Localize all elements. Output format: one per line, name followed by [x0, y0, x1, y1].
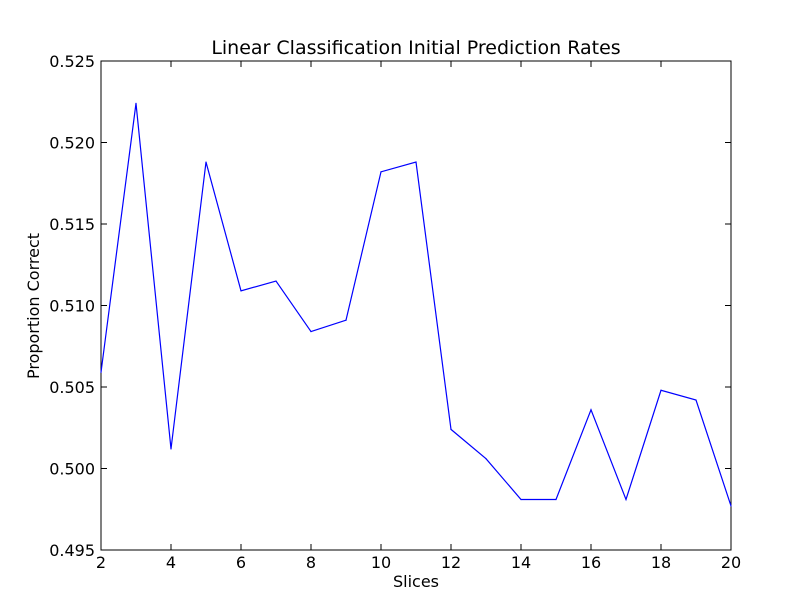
x-tick-label: 14 — [511, 553, 531, 572]
x-axis-title: Slices — [393, 572, 439, 591]
data-point — [415, 161, 417, 163]
data-point — [555, 498, 557, 501]
x-tick-label: 6 — [236, 553, 246, 572]
y-tick-label: 0.525 — [49, 52, 95, 71]
data-point — [450, 428, 452, 430]
x-tick-label: 2 — [96, 553, 106, 572]
series-layer — [100, 102, 732, 507]
data-point — [695, 399, 697, 401]
y-tick-label: 0.520 — [49, 134, 95, 153]
data-point — [520, 498, 522, 501]
y-tick-label: 0.500 — [49, 460, 95, 479]
x-tick-label: 20 — [721, 553, 741, 572]
data-point — [380, 171, 382, 173]
x-tick-label: 8 — [306, 553, 316, 572]
data-point — [485, 458, 487, 460]
data-point — [590, 409, 592, 411]
chart-title: Linear Classification Initial Prediction… — [211, 37, 620, 59]
y-tick-label: 0.495 — [49, 541, 95, 560]
data-point — [170, 448, 172, 450]
data-point — [100, 371, 102, 373]
data-point — [730, 505, 732, 507]
plot-area — [100, 60, 732, 551]
y-axis-ticks: 0.495 0.500 0.505 0.510 0.515 0.520 0.525 — [49, 52, 731, 560]
data-point — [625, 498, 627, 501]
x-tick-label: 12 — [441, 553, 461, 572]
y-axis-title: Proportion Correct — [24, 233, 43, 379]
x-tick-label: 18 — [651, 553, 671, 572]
data-point — [240, 290, 242, 292]
data-point — [135, 102, 137, 104]
data-point — [345, 319, 347, 321]
data-point — [275, 280, 277, 282]
data-point — [205, 161, 207, 163]
x-axis-ticks: 2 4 6 8 10 12 14 16 18 20 — [96, 61, 741, 572]
x-tick-label: 4 — [166, 553, 176, 572]
x-tick-label: 10 — [371, 553, 391, 572]
y-tick-label: 0.515 — [49, 215, 95, 234]
x-tick-label: 16 — [581, 553, 601, 572]
y-tick-label: 0.505 — [49, 378, 95, 397]
y-tick-label: 0.510 — [49, 297, 95, 316]
data-point — [310, 330, 312, 333]
data-point — [660, 389, 662, 391]
